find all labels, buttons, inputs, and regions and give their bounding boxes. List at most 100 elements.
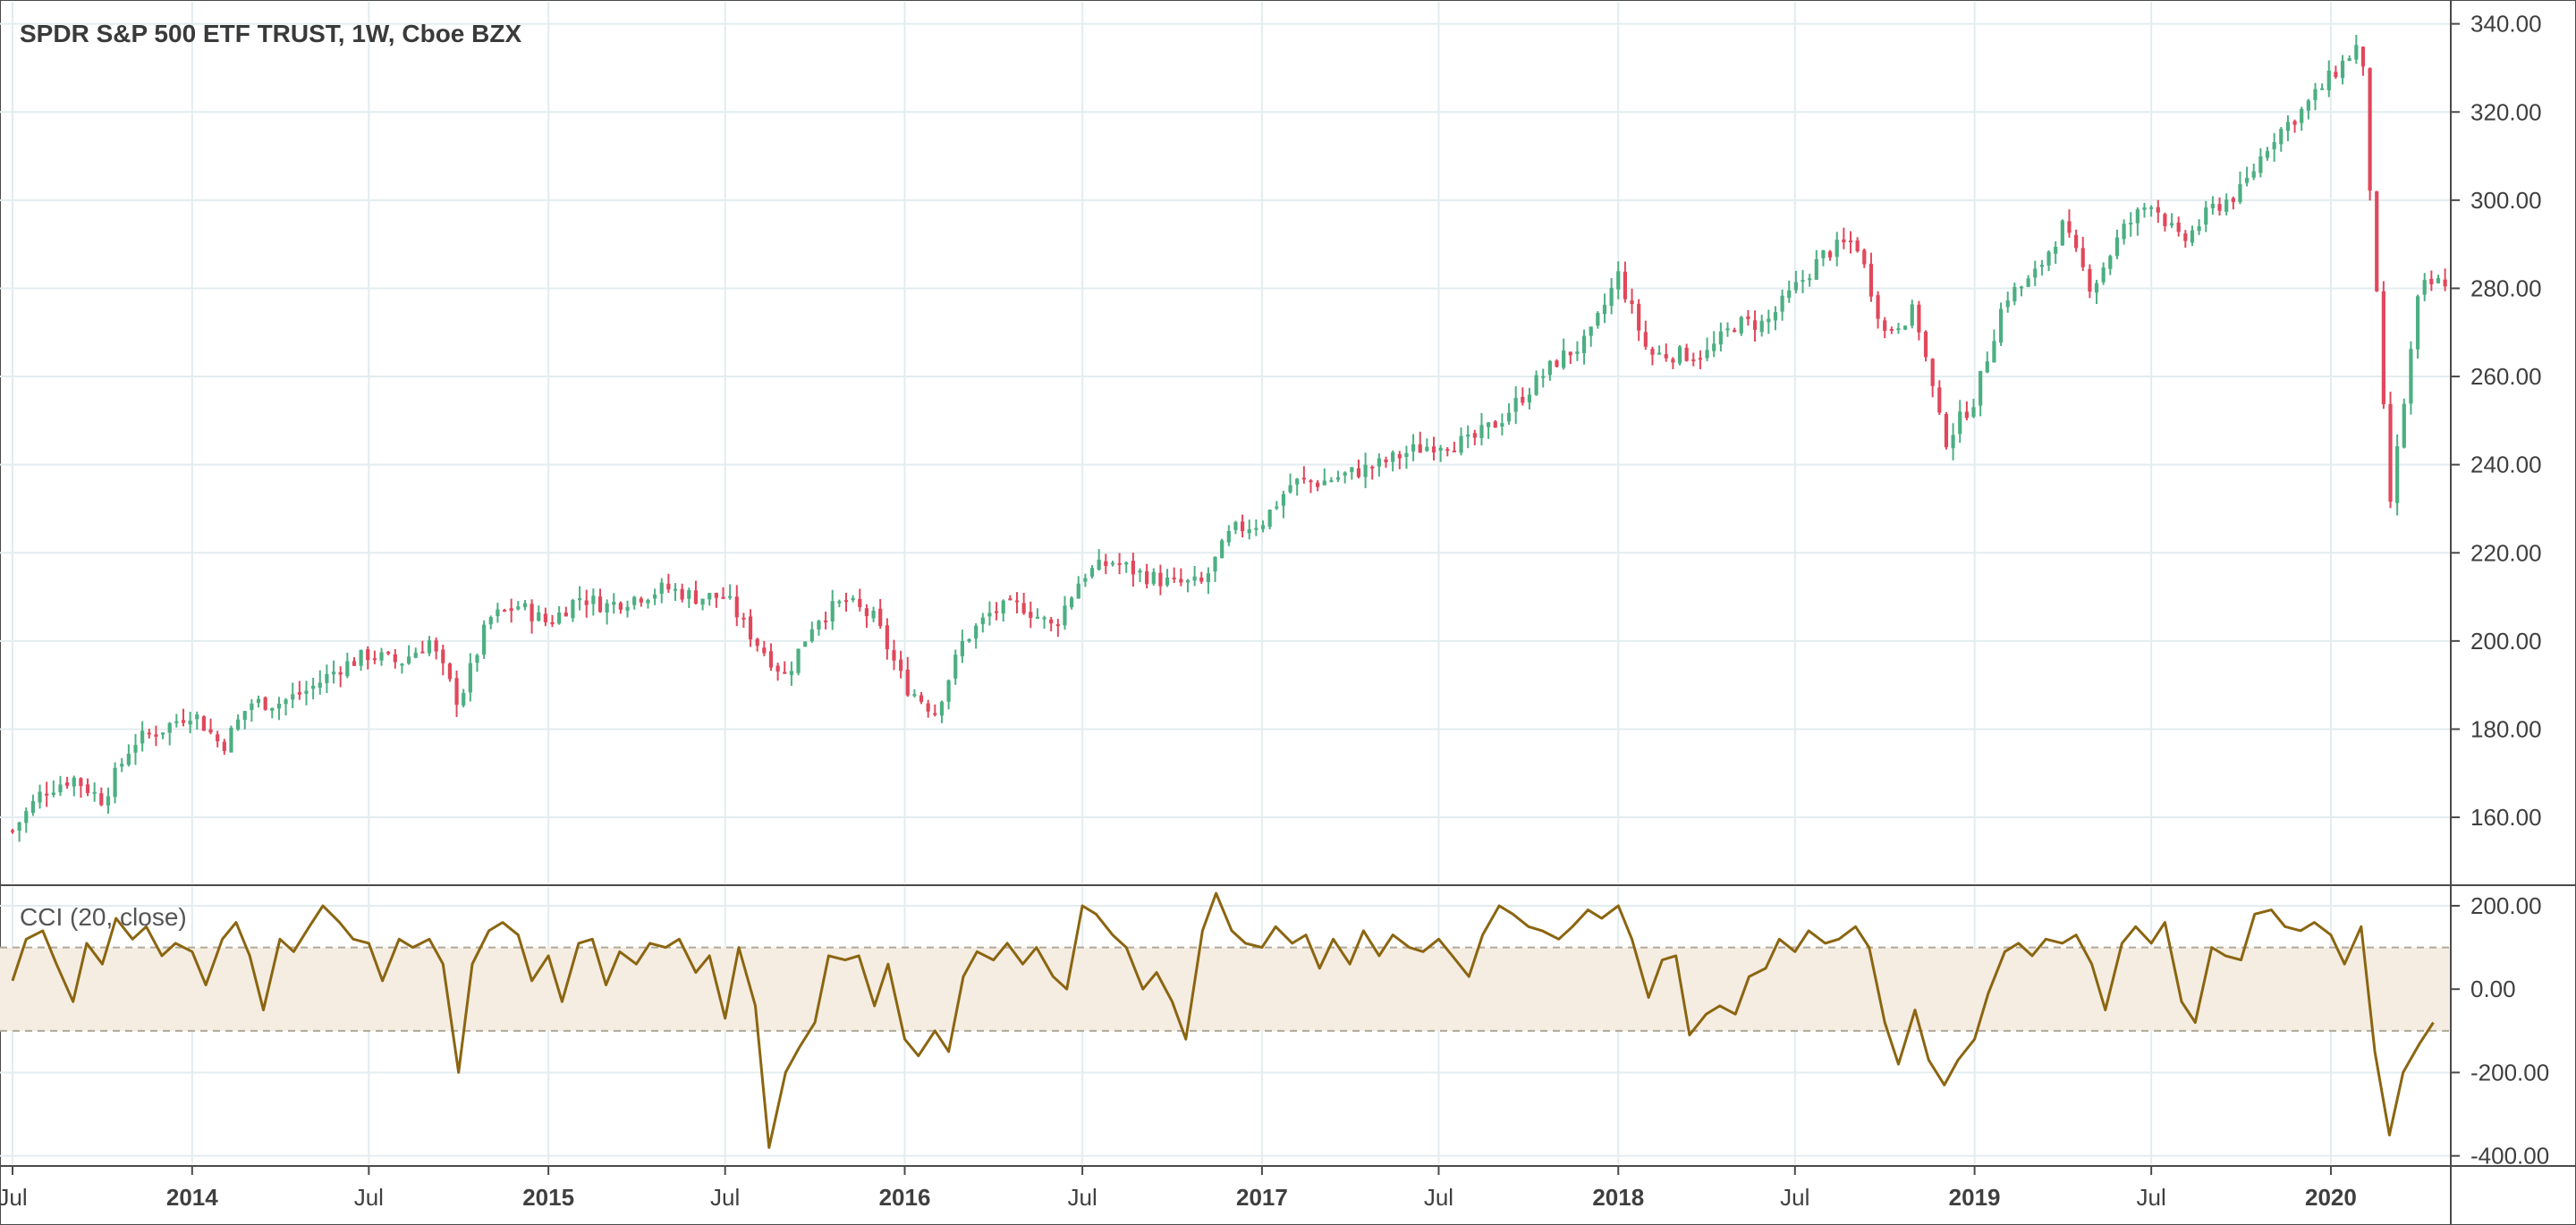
candle-up xyxy=(516,606,521,610)
candle-down xyxy=(181,720,186,723)
candle-down xyxy=(1555,360,1559,368)
candle-down xyxy=(905,669,910,696)
candle-down xyxy=(1937,387,1942,413)
price-tick-label: 320.00 xyxy=(2470,98,2542,125)
candle-down xyxy=(2067,221,2072,233)
candle-down xyxy=(768,651,774,668)
candle-up xyxy=(462,693,466,705)
candle-up xyxy=(1479,425,1484,438)
candle-up xyxy=(2129,222,2133,224)
candle-down xyxy=(65,782,70,786)
candle-up xyxy=(30,800,36,814)
candle-up xyxy=(1808,278,1812,281)
candle-down xyxy=(1876,295,1880,319)
candle-up xyxy=(1335,477,1341,480)
candle-up xyxy=(1089,568,1095,577)
cci-line-series[interactable] xyxy=(11,891,2435,1149)
candle-up xyxy=(1534,375,1538,395)
candle-down xyxy=(1827,251,1833,258)
candle-up xyxy=(1226,530,1231,543)
cci-band-fill xyxy=(0,947,2451,1031)
candle-down xyxy=(1746,316,1750,319)
candle-up xyxy=(837,601,842,604)
candle-up xyxy=(58,784,63,793)
candle-up xyxy=(325,673,329,683)
candle-up xyxy=(2033,268,2038,278)
candle-down xyxy=(1472,433,1477,438)
symbol-title[interactable]: SPDR S&P 500 ETF TRUST, 1W, Cboe BZX xyxy=(20,20,522,47)
candle-up xyxy=(250,703,254,710)
candle-up xyxy=(2101,267,2106,283)
candle-up xyxy=(2436,278,2441,283)
candle-up xyxy=(256,698,261,704)
candle-down xyxy=(1664,354,1668,359)
cci-axis[interactable]: -400.00 -200.00 0.00 200.00 xyxy=(2451,892,2549,1170)
candle-down xyxy=(878,608,883,627)
candle-up xyxy=(817,621,821,629)
time-tick-label: 2016 xyxy=(879,1184,931,1211)
price-axis[interactable]: 160.00 180.00 200.00 220.00 240.00 260.00 280.… xyxy=(2451,11,2542,831)
candle-down xyxy=(1240,521,1245,532)
candle-up xyxy=(1773,312,1778,321)
candle-up xyxy=(2395,446,2400,503)
candle-up xyxy=(2142,207,2147,210)
candle-up xyxy=(687,590,691,599)
candle-down xyxy=(1630,300,1634,305)
candle-up xyxy=(2326,71,2331,90)
candle-down xyxy=(1917,304,1921,333)
candle-down xyxy=(994,611,999,613)
candle-down xyxy=(1117,562,1122,565)
candle-down xyxy=(1930,359,1935,386)
candle-up xyxy=(974,625,979,639)
candle-up xyxy=(475,655,479,663)
candle-up xyxy=(796,648,801,673)
indicator-title[interactable]: CCI (20, close) xyxy=(20,903,187,931)
candle-up xyxy=(708,593,712,600)
candle-up xyxy=(1589,326,1593,336)
candle-up xyxy=(1739,317,1743,334)
candle-down xyxy=(1650,349,1655,355)
candle-down xyxy=(597,596,603,612)
candle-up xyxy=(1220,540,1224,559)
candle-down xyxy=(1684,347,1689,361)
candle-up xyxy=(2149,207,2154,209)
candle-down xyxy=(216,734,220,741)
candle-up xyxy=(174,721,179,723)
candle-up xyxy=(1260,525,1266,529)
candle-up xyxy=(1110,562,1115,565)
candle-up xyxy=(2026,278,2030,287)
candle-down xyxy=(434,640,438,652)
candle-up xyxy=(1596,313,1600,326)
candle-down xyxy=(2088,268,2092,292)
candle-up xyxy=(1657,352,1662,355)
candle-down xyxy=(550,621,555,625)
candle-up xyxy=(1377,458,1381,467)
candle-up xyxy=(1506,412,1512,422)
candle-up xyxy=(2251,171,2256,178)
candle-up xyxy=(789,671,793,675)
candle-up xyxy=(1070,597,1074,608)
candle-up xyxy=(270,707,275,711)
candle-down xyxy=(2292,121,2297,125)
candle-down xyxy=(2080,248,2085,267)
cci-tick-label: -400.00 xyxy=(2470,1143,2549,1170)
candle-up xyxy=(1185,579,1191,583)
candle-up xyxy=(106,796,111,806)
candle-down xyxy=(1698,358,1703,360)
candle-up xyxy=(1513,397,1518,412)
candle-up xyxy=(1602,304,1607,315)
time-axis[interactable]: Jul 2014 Jul 2015 Jul 2016 Jul 2017 Jul 2018 Jul 20… xyxy=(0,1166,2357,1211)
candle-up xyxy=(1562,350,1566,368)
candlestick-series[interactable] xyxy=(10,35,2447,842)
candle-down xyxy=(1493,421,1497,428)
candle-down xyxy=(1008,598,1013,601)
candle-down xyxy=(919,695,924,703)
candle-up xyxy=(1295,478,1300,485)
candle-up xyxy=(960,641,964,656)
candle-up xyxy=(120,764,124,767)
candle-down xyxy=(1021,603,1026,613)
candle-up xyxy=(1705,350,1709,359)
candle-up xyxy=(1998,308,2004,343)
candle-down xyxy=(2176,222,2181,232)
